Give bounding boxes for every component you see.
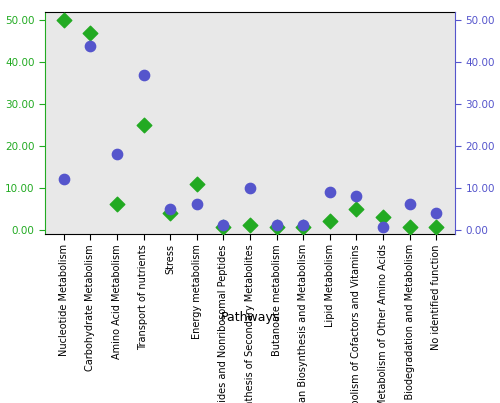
Point <box>140 122 147 128</box>
Point <box>299 224 307 231</box>
Point <box>272 224 280 231</box>
Point <box>246 222 254 229</box>
X-axis label: Pathways: Pathways <box>220 311 280 324</box>
Point <box>379 224 387 231</box>
Point <box>352 193 360 199</box>
Point <box>86 42 94 49</box>
Point <box>113 151 121 158</box>
Y-axis label: RC: RC <box>496 114 500 131</box>
Point <box>432 210 440 216</box>
Point <box>326 189 334 195</box>
Point <box>166 206 174 212</box>
Point <box>140 72 147 78</box>
Point <box>86 30 94 36</box>
Point <box>406 201 413 208</box>
Point <box>113 201 121 208</box>
Point <box>193 201 201 208</box>
Point <box>246 185 254 191</box>
Point <box>60 176 68 183</box>
Point <box>326 218 334 224</box>
Point <box>166 210 174 216</box>
Point <box>379 214 387 220</box>
Point <box>406 224 413 231</box>
Point <box>272 222 280 229</box>
Point <box>193 180 201 187</box>
Point <box>220 222 228 229</box>
Point <box>352 206 360 212</box>
Point <box>60 17 68 24</box>
Point <box>432 224 440 231</box>
Point <box>299 222 307 229</box>
Point <box>220 224 228 231</box>
